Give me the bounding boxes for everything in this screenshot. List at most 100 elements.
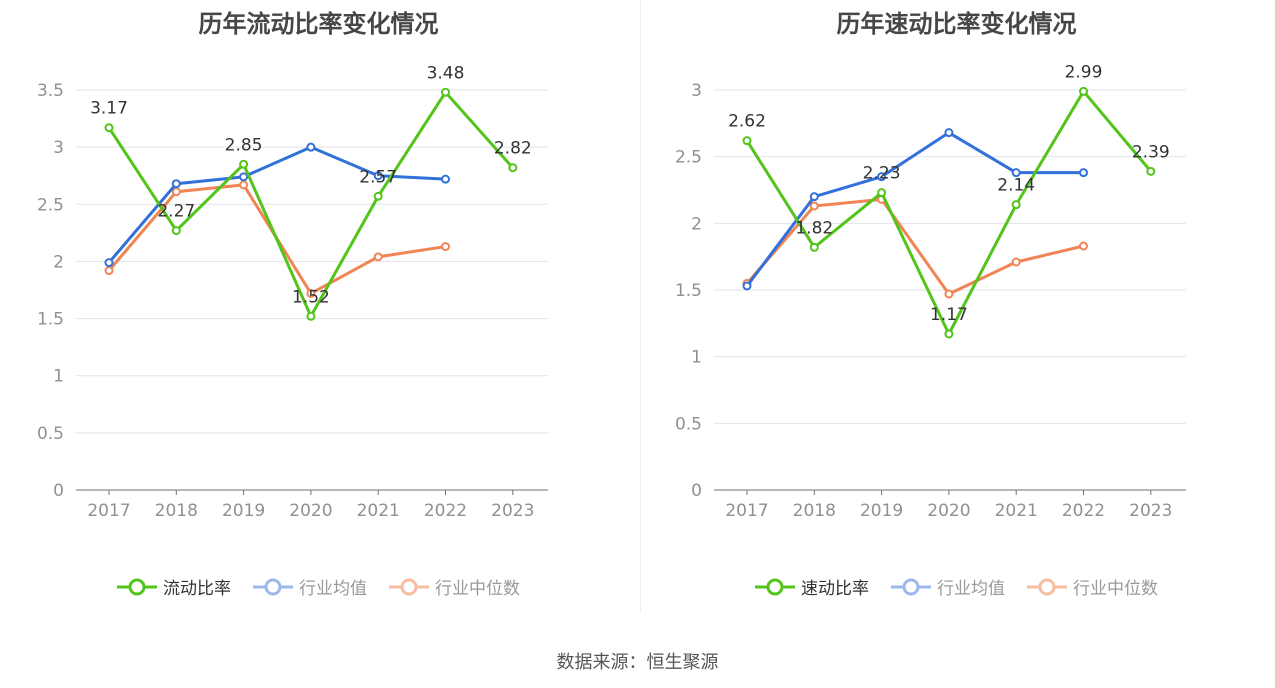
chart-title: 历年速动比率变化情况 xyxy=(836,10,1077,38)
x-tick-label: 2020 xyxy=(289,501,332,521)
series-line-median xyxy=(745,197,1084,296)
x-tick-label: 2023 xyxy=(1129,501,1172,521)
legend-circle-icon xyxy=(117,578,157,595)
legend-item-industry-average[interactable]: 行业均值 xyxy=(253,574,367,599)
data-point-main[interactable] xyxy=(877,188,887,198)
data-point-median[interactable] xyxy=(306,288,316,298)
data-label: 2.39 xyxy=(1132,142,1170,162)
legend-circle-icon xyxy=(253,578,293,595)
legend-circle-icon xyxy=(389,578,429,595)
y-tick-label: 2 xyxy=(53,252,64,272)
legend-label: 行业均值 xyxy=(937,579,1005,599)
data-label: 1.17 xyxy=(930,305,968,325)
data-label: 2.99 xyxy=(1065,62,1103,82)
x-tick-label: 2018 xyxy=(155,501,198,521)
y-tick-label: 3 xyxy=(53,138,64,158)
legend-label: 行业中位数 xyxy=(1073,579,1158,599)
legend-label: 行业中位数 xyxy=(435,579,520,599)
data-point-main[interactable] xyxy=(944,329,954,339)
data-point-main[interactable] xyxy=(171,226,181,236)
legend-item-industry-average[interactable]: 行业均值 xyxy=(891,574,1005,599)
data-point-median[interactable] xyxy=(809,201,819,211)
panel-divider xyxy=(640,0,641,612)
x-tick-label: 2022 xyxy=(1062,501,1105,521)
data-label: 2.85 xyxy=(225,135,263,155)
data-label: 2.57 xyxy=(359,167,397,187)
chart-title: 历年流动比率变化情况 xyxy=(198,10,439,38)
legend-label: 速动比率 xyxy=(801,579,869,599)
y-tick-label: 2 xyxy=(691,214,702,234)
legend-label: 行业均值 xyxy=(299,579,367,599)
x-tick-label: 2021 xyxy=(357,501,400,521)
data-label: 3.17 xyxy=(90,99,128,119)
data-point-main[interactable] xyxy=(1146,166,1156,176)
data-point-median[interactable] xyxy=(171,187,181,197)
data-point-average[interactable] xyxy=(171,179,181,189)
y-tick-label: 3 xyxy=(691,81,702,101)
data-point-average[interactable] xyxy=(877,172,887,182)
current-ratio-chart: 历年流动比率变化情况 0 0.5 1 1.5 2 2.5 3 3.5 2017 2018 2019 2… xyxy=(0,0,637,620)
data-point-median[interactable] xyxy=(441,242,450,252)
data-point-median[interactable] xyxy=(944,289,954,299)
data-label: 3.48 xyxy=(427,63,465,83)
data-point-average[interactable] xyxy=(239,172,249,182)
data-point-average[interactable] xyxy=(306,142,316,152)
legend-item-industry-median[interactable]: 行业中位数 xyxy=(389,574,520,599)
data-label: 2.62 xyxy=(728,112,766,132)
data-point-main[interactable] xyxy=(306,311,316,321)
y-tick-label: 1 xyxy=(53,367,64,387)
data-point-median[interactable] xyxy=(373,252,383,262)
data-point-main[interactable] xyxy=(104,123,114,133)
legend-circle-icon xyxy=(755,578,795,595)
data-point-average[interactable] xyxy=(104,258,114,268)
data-point-average[interactable] xyxy=(1011,168,1021,178)
data-point-main[interactable] xyxy=(742,136,752,146)
x-tick-label: 2017 xyxy=(725,501,768,521)
data-point-main[interactable] xyxy=(508,163,518,173)
legend-item-current-ratio[interactable]: 流动比率 xyxy=(117,574,231,599)
legend-item-industry-median[interactable]: 行业中位数 xyxy=(1027,574,1158,599)
data-label: 2.23 xyxy=(863,164,901,184)
y-tick-label: 1.5 xyxy=(37,310,64,330)
legend-item-quick-ratio[interactable]: 速动比率 xyxy=(755,574,869,599)
data-point-main[interactable] xyxy=(1011,200,1021,210)
data-point-average[interactable] xyxy=(1079,168,1088,178)
x-tick-label: 2018 xyxy=(793,501,836,521)
legend-label: 流动比率 xyxy=(163,579,231,599)
data-point-median[interactable] xyxy=(1079,241,1088,251)
data-point-median[interactable] xyxy=(104,266,114,276)
legend: 速动比率 行业均值 行业中位数 xyxy=(638,574,1275,599)
data-point-main[interactable] xyxy=(1079,86,1088,96)
x-tick-label: 2019 xyxy=(860,501,903,521)
y-tick-label: 0 xyxy=(53,481,64,501)
data-label: 1.52 xyxy=(292,287,330,307)
series-line-average xyxy=(745,131,1084,287)
data-point-average[interactable] xyxy=(441,174,450,184)
data-point-average[interactable] xyxy=(944,128,954,138)
data-point-median[interactable] xyxy=(239,180,249,190)
x-tick-label: 2022 xyxy=(424,501,467,521)
data-point-main[interactable] xyxy=(441,87,450,97)
y-tick-label: 0.5 xyxy=(675,414,702,434)
data-point-average[interactable] xyxy=(742,281,752,291)
data-point-main[interactable] xyxy=(809,242,819,252)
data-point-median[interactable] xyxy=(1011,257,1021,267)
y-tick-label: 0 xyxy=(691,481,702,501)
y-tick-label: 0.5 xyxy=(37,424,64,444)
data-point-average[interactable] xyxy=(809,192,819,202)
y-tick-label: 1.5 xyxy=(675,281,702,301)
data-point-main[interactable] xyxy=(373,191,383,201)
data-label: 2.27 xyxy=(157,202,195,222)
data-label: 1.82 xyxy=(795,218,833,238)
data-source-note: 数据来源：恒生聚源 xyxy=(556,652,719,673)
data-point-average[interactable] xyxy=(373,171,383,181)
y-tick-label: 2.5 xyxy=(675,148,702,168)
x-tick-label: 2023 xyxy=(491,501,534,521)
legend-circle-icon xyxy=(891,578,931,595)
data-point-main[interactable] xyxy=(239,159,249,169)
data-label: 2.82 xyxy=(494,139,532,159)
legend-circle-icon xyxy=(1027,578,1067,595)
quick-ratio-chart: 历年速动比率变化情况 0 0.5 1 1.5 2 2.5 3 2017 2018 2019 2020… xyxy=(638,0,1275,620)
y-tick-label: 1 xyxy=(691,348,702,368)
